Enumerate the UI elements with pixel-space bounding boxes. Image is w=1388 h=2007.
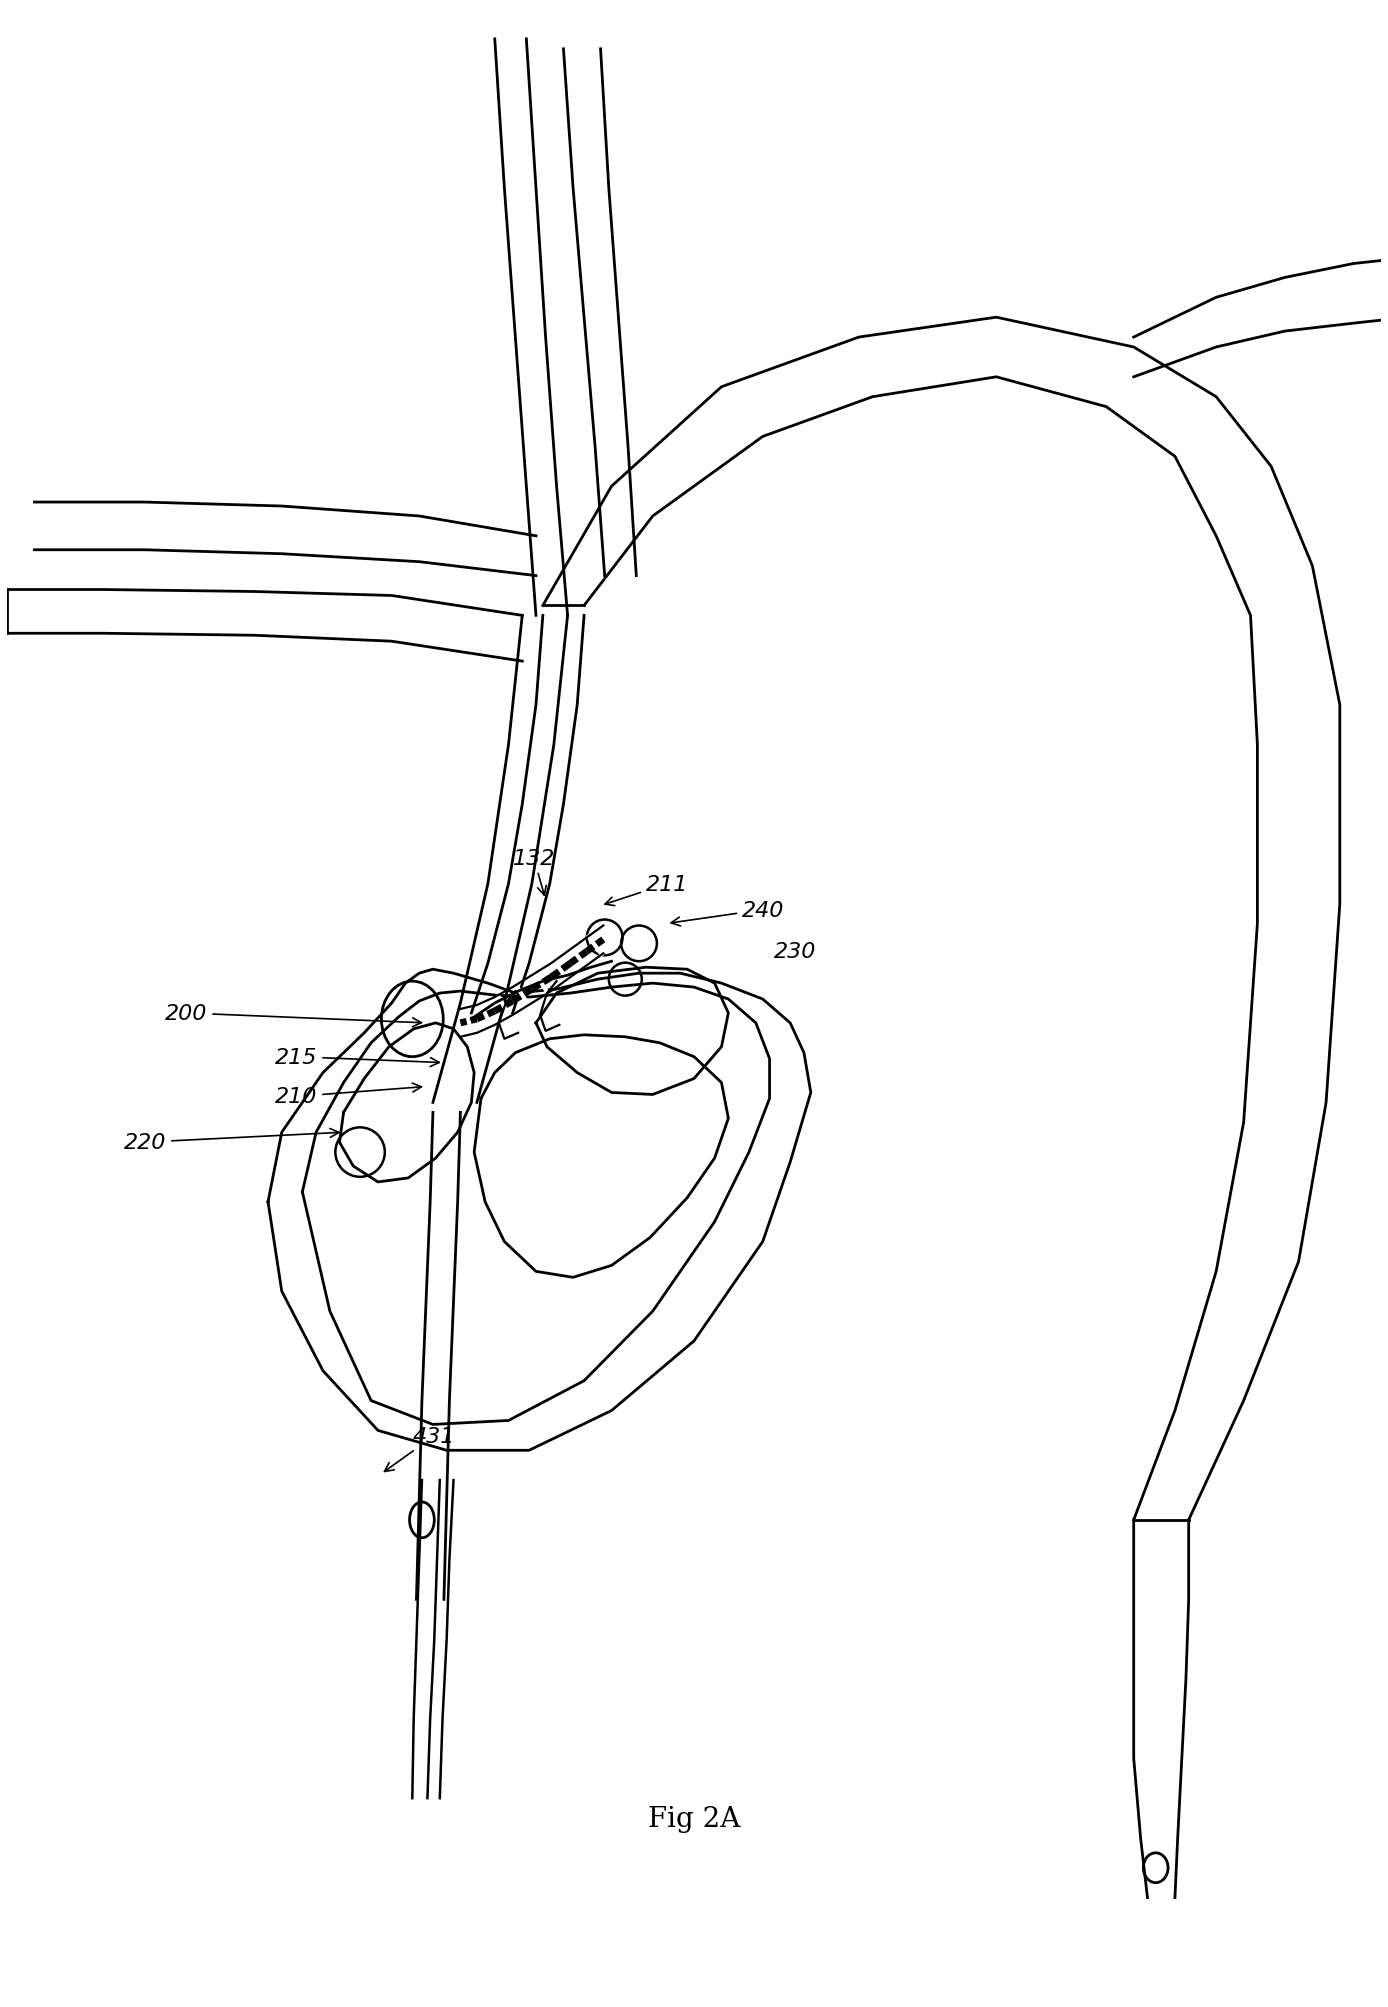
Text: 431: 431 xyxy=(384,1427,455,1471)
Text: 210: 210 xyxy=(275,1084,422,1108)
Text: 200: 200 xyxy=(165,1004,422,1028)
Text: 211: 211 xyxy=(605,875,688,905)
Text: 240: 240 xyxy=(672,899,784,927)
Text: 132: 132 xyxy=(512,849,555,895)
Text: Fig 2A: Fig 2A xyxy=(648,1804,740,1832)
Text: 215: 215 xyxy=(275,1048,439,1068)
Text: 220: 220 xyxy=(124,1128,339,1152)
Text: 230: 230 xyxy=(773,941,816,961)
